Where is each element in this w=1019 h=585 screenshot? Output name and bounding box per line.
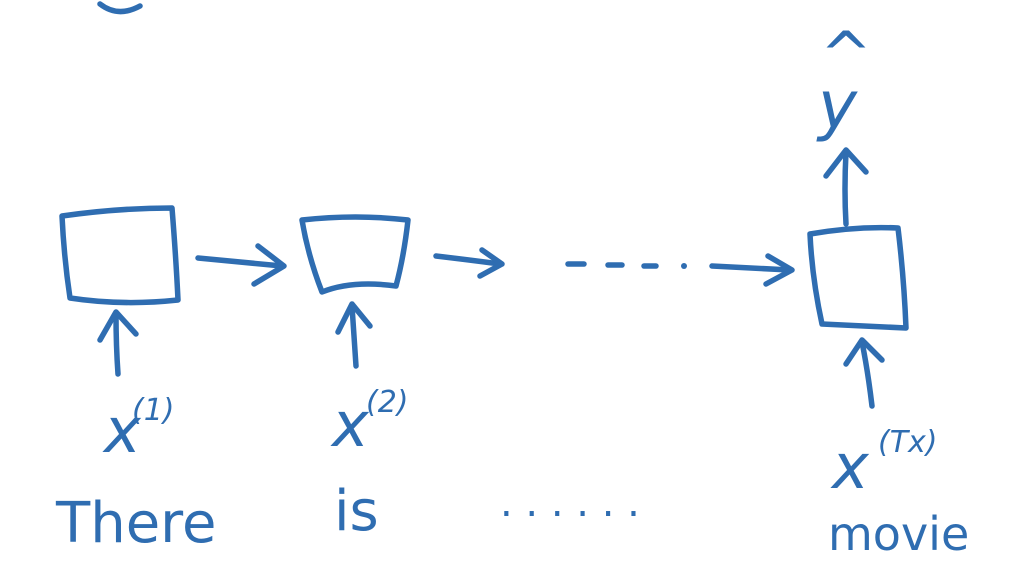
input-2-superscript: (2) bbox=[366, 385, 409, 420]
partial-stroke-top bbox=[97, 1, 143, 15]
word-there: There bbox=[55, 491, 216, 556]
input-2-symbol: x bbox=[330, 388, 370, 461]
word-ellipsis: . . . . . . bbox=[500, 480, 640, 526]
arrow-cell2-to-ellipsis bbox=[433, 247, 505, 279]
arrow-ellipsis-to-celltx bbox=[709, 253, 795, 287]
input-tx-superscript: (Tx) bbox=[878, 425, 938, 460]
arrow-input1-to-cell1 bbox=[97, 309, 139, 377]
flow-ellipsis-marks bbox=[565, 261, 687, 269]
output-hat: ^ bbox=[820, 18, 872, 91]
rnn-cell-1 bbox=[59, 205, 181, 306]
input-1-superscript: (1) bbox=[132, 393, 175, 428]
word-movie: movie bbox=[828, 507, 969, 561]
output-symbol: y bbox=[816, 67, 858, 144]
arrow-cell1-to-cell2 bbox=[195, 243, 287, 287]
input-1-symbol: x bbox=[102, 394, 142, 467]
arrow-input2-to-cell2 bbox=[335, 301, 373, 369]
rnn-cell-tx bbox=[807, 224, 909, 331]
arrow-inputtx-to-celltx bbox=[843, 337, 885, 409]
input-tx-symbol: x bbox=[830, 430, 870, 503]
arrow-celltx-to-output bbox=[823, 147, 869, 227]
word-is: is bbox=[334, 479, 379, 544]
rnn-cell-2 bbox=[299, 214, 411, 295]
